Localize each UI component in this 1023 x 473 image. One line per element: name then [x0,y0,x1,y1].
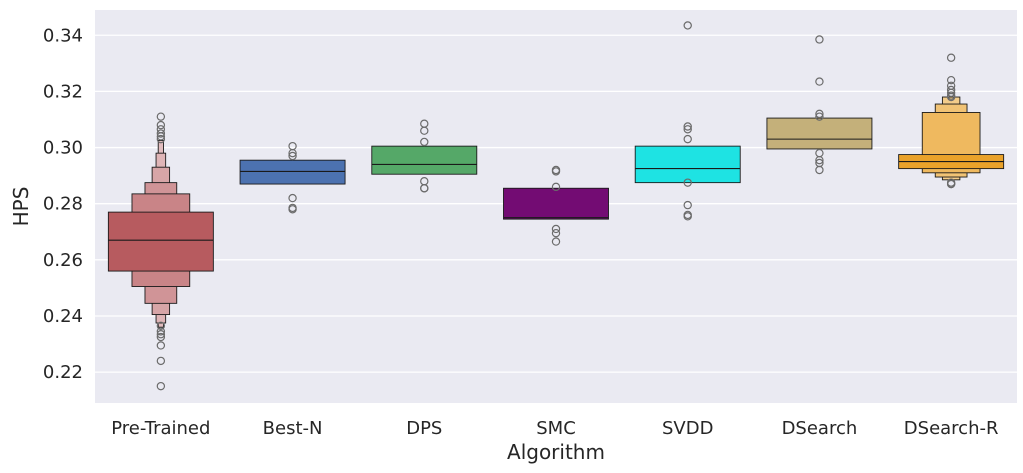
y-tick-label: 0.34 [43,25,83,46]
outlier-point [288,193,297,203]
boxen-group-svdd [634,21,741,221]
outlier-point [156,327,166,336]
x-tick-label: Pre-Trained [111,418,210,439]
x-tick-label: DSearch-R [904,418,999,439]
outlier-point [288,148,297,158]
boxen-group-dsearch [766,35,873,175]
outlier-point [946,88,956,98]
y-tick-label: 0.30 [43,138,83,159]
boxen-group-best-n [239,141,346,214]
outlier-point [288,205,297,214]
x-tick-label: SMC [536,418,576,439]
outlier-point [815,35,824,44]
outlier-point [156,129,166,138]
outlier-point [551,224,561,234]
x-tick-label: DSearch [782,418,858,439]
boxen-level-box [766,117,873,150]
outlier-point [815,77,824,86]
grid-lines [95,34,1017,373]
outlier-point [156,112,166,121]
outlier-point [683,178,692,187]
boxen-group-smc [503,165,609,246]
boxen-group-pre-trained [107,112,214,391]
boxen-level-box [239,159,346,185]
outlier-point [420,184,429,193]
outlier-point [683,125,692,134]
outlier-point [156,321,166,331]
outlier-point [946,53,956,62]
y-tick-label: 0.22 [43,362,83,383]
x-axis-title: Algorithm [507,440,605,464]
y-tick-label: 0.28 [43,194,83,215]
outlier-point [156,356,166,366]
outlier-point [815,155,824,165]
boxen-group-dps [371,119,478,193]
boxen-group-dsearch-r [898,53,1005,189]
outlier-point [288,151,297,161]
outlier-point [551,167,561,176]
boxen-level-box [503,187,609,220]
x-axis: Pre-Trained Best-N DPS SMC SVDD DSearch DSearc… [111,418,998,439]
outlier-point [683,21,692,30]
outlier-point [551,228,561,238]
outlier-point [156,330,166,339]
outlier-point [815,165,824,175]
outlier-point [683,134,692,144]
y-tick-label: 0.24 [43,306,83,327]
outlier-point [156,134,166,144]
outlier-point [156,332,166,342]
chart-marks [107,21,1005,391]
outlier-point [946,92,956,102]
outlier-point [815,109,824,119]
x-tick-label: Best-N [263,418,323,439]
outlier-point [420,126,429,135]
outlier-point [815,112,824,121]
outlier-point [156,341,166,350]
boxen-level-box [371,145,478,175]
y-axis-title: HPS [9,187,33,227]
outlier-point [683,200,692,210]
outlier-point [946,75,956,85]
x-tick-label: SVDD [662,418,713,439]
y-axis: 0.22 0.24 0.26 0.28 0.30 0.32 0.34 [43,25,83,383]
x-tick-label: DPS [406,418,442,439]
outlier-point [946,179,956,189]
boxen-level-box [107,211,214,272]
outlier-point [551,237,561,246]
y-tick-label: 0.26 [43,250,83,271]
outlier-point [420,137,429,147]
outlier-point [683,212,692,221]
outlier-point [156,132,166,141]
y-tick-label: 0.32 [43,81,83,102]
outlier-point [156,120,166,130]
boxen-level-box [634,145,741,184]
outlier-point [551,182,561,192]
outlier-point [156,381,166,391]
outlier-point [683,122,692,131]
